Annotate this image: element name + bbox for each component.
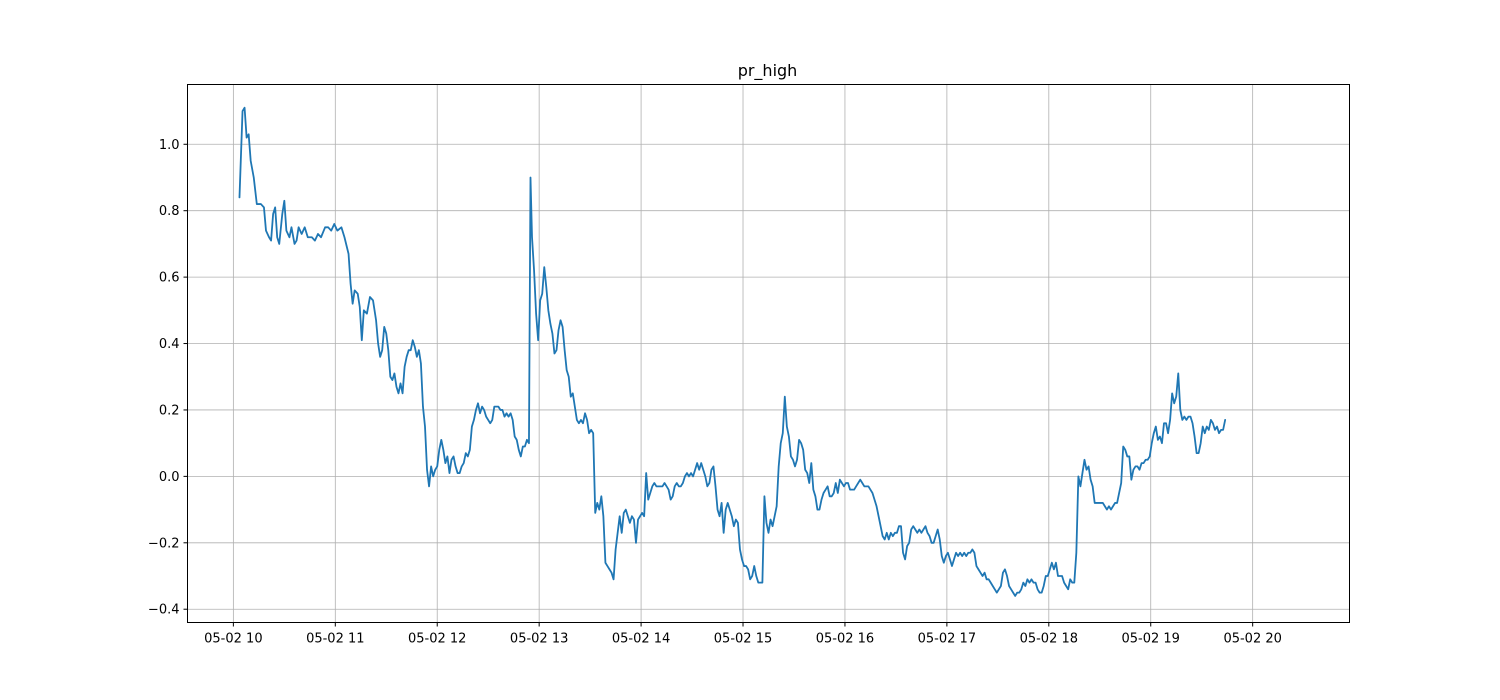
x-tick-label: 05-02 12	[408, 632, 466, 647]
series-line	[238, 106, 1227, 597]
axes-frame	[187, 84, 1350, 623]
chart-title: pr_high	[738, 61, 798, 81]
x-tick-label: 05-02 10	[204, 632, 262, 647]
x-tick-label: 05-02 15	[714, 632, 772, 647]
x-tick-label: 05-02 18	[1020, 632, 1078, 647]
y-tick-label: 0.4	[159, 337, 180, 352]
y-tick-label: −0.2	[148, 536, 180, 551]
x-tick-label: 05-02 20	[1223, 632, 1281, 647]
y-tick-label: 0.0	[159, 470, 180, 485]
axis-ticks: 05-02 10 05-02 11 05-02 12 05-02 13 05-02 14…	[148, 138, 1282, 647]
x-tick-label: 05-02 17	[918, 632, 976, 647]
x-tick-label: 05-02 16	[816, 632, 874, 647]
x-tick-label: 05-02 11	[306, 632, 364, 647]
y-tick-label: 0.6	[159, 271, 180, 286]
x-tick-label: 05-02 19	[1122, 632, 1180, 647]
x-tick-label: 05-02 14	[612, 632, 670, 647]
y-tick-label: 1.0	[159, 138, 180, 153]
x-tick-label: 05-02 13	[510, 632, 568, 647]
y-tick-label: −0.4	[148, 603, 180, 618]
y-tick-label: 0.8	[159, 204, 180, 219]
gridlines	[187, 84, 1350, 623]
y-tick-label: 0.2	[159, 403, 180, 418]
series-layer	[238, 106, 1227, 597]
